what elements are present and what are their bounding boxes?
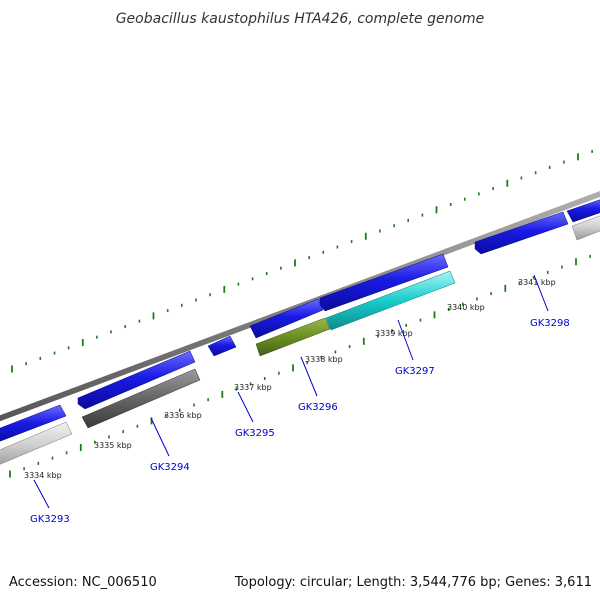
reverse-gene-dark[interactable] (81, 368, 201, 429)
forward-gene-7[interactable] (566, 198, 600, 223)
forward-gene-6[interactable] (474, 211, 569, 255)
forward-gene-3[interactable] (207, 335, 237, 357)
gene-label-gk3297[interactable]: GK3297 (395, 366, 435, 377)
forward-gene-5[interactable] (319, 253, 449, 312)
kbp-label-3336: 3336 kbp (164, 411, 202, 420)
gene-label-gk3294[interactable]: GK3294 (150, 462, 190, 473)
leader-line-gk3296 (300, 356, 318, 397)
reverse-gene-light-1[interactable] (0, 421, 73, 468)
kbp-label-3339: 3339 kbp (375, 329, 413, 338)
leader-line-gk3297 (397, 319, 414, 361)
reverse-gene-light-2[interactable] (571, 214, 600, 241)
outer-tick-band (11, 149, 593, 373)
gene-label-gk3295[interactable]: GK3295 (235, 428, 275, 439)
leader-line-gk3294 (150, 417, 170, 457)
leader-line-gk3298 (533, 274, 549, 312)
kbp-label-3340: 3340 kbp (447, 303, 485, 312)
forward-gene-2[interactable] (77, 350, 196, 410)
reverse-gene-cyan[interactable] (325, 270, 456, 331)
gene-label-gk3298[interactable]: GK3298 (530, 318, 570, 329)
leader-line-gk3295 (237, 391, 254, 423)
accession-text: Accession: NC_006510 (9, 575, 157, 590)
inner-tick-band (9, 254, 591, 478)
genome-summary-text: Topology: circular; Length: 3,544,776 bp… (234, 575, 592, 590)
kbp-label-3334: 3334 kbp (24, 471, 62, 480)
kbp-label-3337: 3337 kbp (234, 383, 272, 392)
forward-gene-4[interactable] (249, 298, 324, 339)
gene-label-gk3293[interactable]: GK3293 (30, 514, 70, 525)
map-title: Geobacillus kaustophilus HTA426, complet… (116, 11, 485, 27)
forward-gene-1[interactable] (0, 404, 67, 445)
kbp-label-3338: 3338 kbp (305, 355, 343, 364)
reverse-gene-olive[interactable] (255, 317, 331, 357)
kbp-label-3335: 3335 kbp (94, 441, 132, 450)
gene-label-gk3296[interactable]: GK3296 (298, 402, 338, 413)
leader-line-gk3293 (33, 479, 50, 509)
